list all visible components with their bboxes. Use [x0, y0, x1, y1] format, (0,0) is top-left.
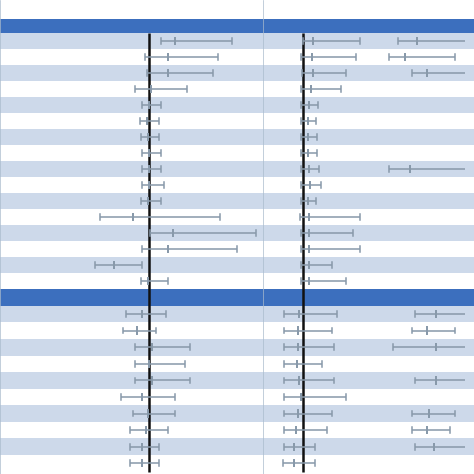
Bar: [0, 405, 474, 422]
Bar: [0, 19, 474, 33]
Bar: [0, 225, 474, 241]
Bar: [0, 438, 474, 455]
Bar: [0, 339, 474, 356]
Bar: [0, 422, 474, 438]
Bar: [0, 322, 474, 339]
Bar: [0, 372, 474, 389]
Bar: [0, 209, 474, 225]
Bar: [0, 161, 474, 177]
Bar: [0, 177, 474, 193]
Bar: [0, 145, 474, 161]
Bar: [0, 33, 474, 49]
Bar: [0, 193, 474, 209]
Bar: [0, 113, 474, 129]
Bar: [0, 389, 474, 405]
Bar: [0, 306, 474, 322]
Bar: [0, 65, 474, 81]
Bar: [0, 81, 474, 97]
Bar: [0, 273, 474, 289]
Bar: [0, 97, 474, 113]
Bar: [0, 257, 474, 273]
Bar: [0, 356, 474, 372]
Bar: [0, 129, 474, 145]
Bar: [0, 455, 474, 472]
Bar: [0, 49, 474, 65]
Bar: [0, 241, 474, 257]
Bar: [0, 289, 474, 306]
